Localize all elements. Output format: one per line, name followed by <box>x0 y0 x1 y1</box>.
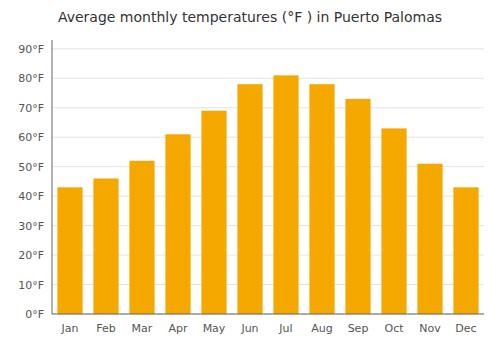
y-tick-label: 50°F <box>18 161 44 174</box>
x-axis-line <box>52 314 484 315</box>
bar <box>165 134 190 314</box>
grid-line <box>52 48 484 49</box>
y-axis-ticks: 0°F 10°F 20°F 30°F 40°F 50°F 60°F 70°F 80°F 90°F <box>18 43 44 321</box>
bars <box>57 75 478 314</box>
y-tick-label: 30°F <box>18 220 44 233</box>
x-tick-label: Aug <box>311 322 332 335</box>
grid <box>52 49 484 314</box>
x-tick-label: Oct <box>384 322 404 335</box>
y-tick-label: 80°F <box>18 72 44 85</box>
x-tick-label: Nov <box>419 322 441 335</box>
x-axis-ticks: Jan Feb Mar Apr May Jun Jul Aug Sep Oct Nov Dec <box>61 322 477 335</box>
y-tick-label: 10°F <box>18 279 44 292</box>
y-tick-label: 90°F <box>18 43 44 56</box>
bar <box>237 84 262 314</box>
x-tick-label: Sep <box>348 322 369 335</box>
y-tick-label: 60°F <box>18 131 44 144</box>
x-tick-label: Jul <box>278 322 292 335</box>
bar <box>417 164 442 314</box>
grid-line <box>52 314 484 315</box>
x-tick-label: Apr <box>168 322 188 335</box>
grid-line <box>52 107 484 108</box>
chart-svg: Average monthly temperatures (°F ) in Pu… <box>0 0 500 350</box>
chart-title: Average monthly temperatures (°F ) in Pu… <box>58 9 442 25</box>
x-tick-label: Jan <box>61 322 79 335</box>
y-tick-label: 0°F <box>25 308 44 321</box>
y-tick-label: 70°F <box>18 102 44 115</box>
bar <box>93 178 118 314</box>
bar <box>57 187 82 314</box>
y-axis-line <box>52 40 53 314</box>
bar <box>453 187 478 314</box>
x-tick-label: Mar <box>132 322 153 335</box>
chart-container: Average monthly temperatures (°F ) in Pu… <box>0 0 500 350</box>
bar <box>309 84 334 314</box>
x-tick-label: May <box>203 322 226 335</box>
x-tick-label: Dec <box>455 322 476 335</box>
y-tick-label: 40°F <box>18 190 44 203</box>
x-tick-label: Feb <box>96 322 115 335</box>
x-tick-label: Jun <box>240 322 258 335</box>
bar <box>201 111 226 314</box>
y-tick-label: 20°F <box>18 249 44 262</box>
bar <box>129 161 154 314</box>
bar <box>273 75 298 314</box>
grid-line <box>52 78 484 79</box>
bar <box>381 128 406 314</box>
grid-line <box>52 137 484 138</box>
bar <box>345 99 370 314</box>
